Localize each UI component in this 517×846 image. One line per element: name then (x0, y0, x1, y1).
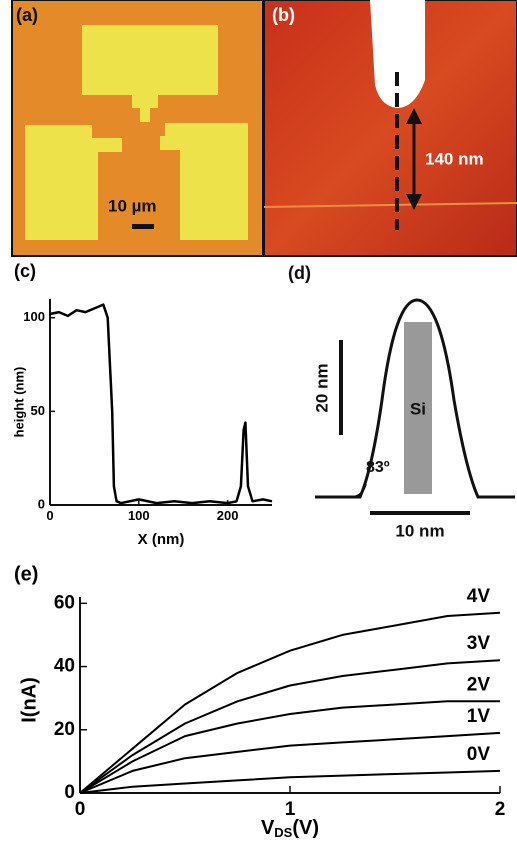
data-line (79, 731, 501, 794)
panel-d: (d) Si 20 nm 10 nm 83º (288, 263, 515, 540)
panel-a: (a) 10 µm (11, 0, 264, 257)
afm-tip (370, 0, 425, 108)
y-tick-label: 60 (54, 592, 75, 613)
si-core (404, 322, 432, 494)
series-label: 1V (467, 706, 491, 727)
y-axis-label: height (nm) (11, 367, 26, 438)
nanowire (263, 202, 517, 208)
vertical-scale: 20 nm (312, 363, 331, 412)
y-tick-label: 50 (31, 403, 45, 418)
series-label: 3V (467, 633, 491, 654)
x-tick-label: 0 (75, 799, 86, 820)
scale-bar (132, 224, 154, 229)
cross-section (315, 298, 515, 499)
series-label: 0V (467, 744, 491, 765)
material-label: Si (410, 399, 426, 418)
series-label: 2V (467, 674, 491, 695)
x-tick-label: 0 (46, 508, 53, 523)
panel-label: (b) (272, 5, 295, 25)
y-tick-label: 100 (23, 309, 45, 324)
panel-label: (d) (288, 263, 311, 283)
source-pad (25, 125, 122, 240)
angle-arc (351, 483, 367, 498)
x-axis-label-unit: (V) (292, 817, 319, 839)
panel-label: (a) (16, 5, 38, 25)
drain-pad (160, 123, 248, 240)
data-line (79, 659, 501, 794)
data-line (79, 700, 500, 794)
x-tick-label: 1 (285, 799, 296, 820)
x-axis-label: X (nm) (138, 531, 185, 548)
x-tick-label: 200 (217, 508, 239, 523)
x-tick-label: 2 (495, 799, 506, 820)
x-tick-label: 100 (128, 508, 150, 523)
data-line (49, 303, 273, 505)
panel-label: (e) (14, 563, 38, 585)
distance-label: 140 nm (425, 149, 484, 168)
x-axis-label: VDS(V) (261, 817, 319, 840)
y-tick-label: 0 (38, 496, 45, 511)
horizontal-scale: 10 nm (395, 521, 444, 540)
data-line (79, 769, 501, 794)
data-line (79, 611, 501, 794)
angle-label: 83º (366, 459, 390, 476)
y-axis-label: I(nA) (18, 677, 40, 723)
y-tick-label: 0 (64, 782, 75, 803)
gate-pad (82, 25, 218, 122)
x-axis-label-main: V (261, 817, 275, 839)
y-tick-label: 20 (54, 719, 75, 740)
x-axis-label-sub: DS (274, 825, 292, 840)
panel-label: (c) (14, 261, 36, 281)
y-tick-label: 40 (54, 656, 75, 677)
scale-label: 10 µm (108, 196, 157, 215)
series-label: 4V (467, 586, 491, 607)
panel-b: 140 nm (b) (263, 0, 517, 257)
